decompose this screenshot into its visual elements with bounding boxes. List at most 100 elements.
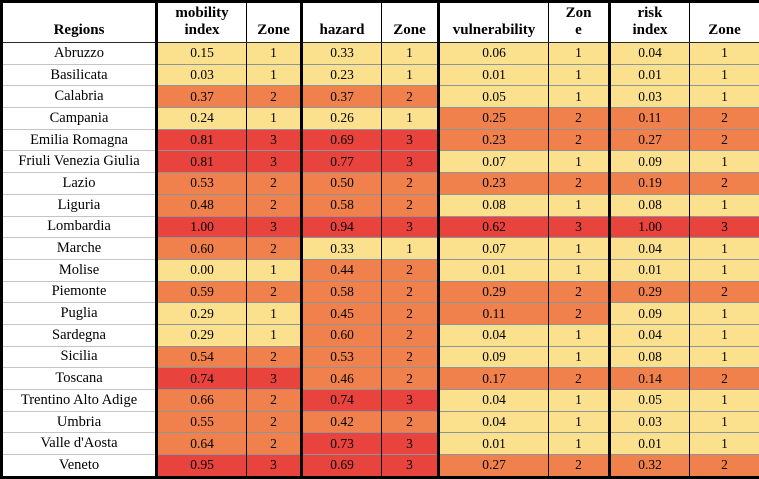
mobility-zone-value: 3	[247, 216, 302, 238]
hazard-value: 0.73	[302, 433, 382, 455]
vulnerability-value: 0.62	[439, 216, 549, 238]
vulnerability-value: 0.09	[439, 346, 549, 368]
risk-zone-value: 3	[690, 216, 759, 238]
column-header-zone-hazard: Zone	[382, 2, 439, 43]
risk-index-value: 0.29	[610, 281, 690, 303]
region-name: Sicilia	[2, 346, 157, 368]
risk-index-value: 0.04	[610, 43, 690, 65]
mobility-zone-value: 1	[247, 259, 302, 281]
vulnerability-value: 0.25	[439, 108, 549, 130]
column-header-regions: Regions	[2, 2, 157, 43]
region-name: Lombardia	[2, 216, 157, 238]
mobility-index-value: 0.29	[157, 324, 247, 346]
region-name: Marche	[2, 238, 157, 260]
hazard-value: 0.58	[302, 281, 382, 303]
mobility-index-value: 0.95	[157, 455, 247, 478]
vulnerability-zone-value: 1	[549, 43, 610, 65]
column-header-zone-mobility: Zone	[247, 2, 302, 43]
vulnerability-value: 0.07	[439, 238, 549, 260]
risk-zone-value: 1	[690, 194, 759, 216]
hazard-zone-value: 3	[382, 129, 439, 151]
hazard-zone-value: 2	[382, 346, 439, 368]
hazard-zone-value: 3	[382, 216, 439, 238]
hazard-value: 0.77	[302, 151, 382, 173]
vulnerability-zone-value: 1	[549, 64, 610, 86]
vulnerability-zone-value: 1	[549, 194, 610, 216]
hazard-zone-value: 3	[382, 433, 439, 455]
risk-zone-value: 1	[690, 303, 759, 325]
mobility-zone-value: 1	[247, 43, 302, 65]
vulnerability-value: 0.06	[439, 43, 549, 65]
mobility-zone-value: 2	[247, 390, 302, 412]
risk-zone-value: 1	[690, 43, 759, 65]
hazard-zone-value: 1	[382, 64, 439, 86]
hazard-value: 0.42	[302, 411, 382, 433]
risk-zone-value: 1	[690, 151, 759, 173]
mobility-index-value: 0.03	[157, 64, 247, 86]
risk-index-value: 0.14	[610, 368, 690, 390]
risk-index-value: 0.01	[610, 433, 690, 455]
mobility-index-value: 0.81	[157, 151, 247, 173]
vulnerability-zone-value: 1	[549, 390, 610, 412]
hazard-value: 0.33	[302, 43, 382, 65]
hazard-value: 0.74	[302, 390, 382, 412]
region-name: Toscana	[2, 368, 157, 390]
column-header-vulnerability: vulnerability	[439, 2, 549, 43]
risk-index-value: 0.08	[610, 194, 690, 216]
hazard-zone-value: 1	[382, 238, 439, 260]
hazard-value: 0.44	[302, 259, 382, 281]
mobility-zone-value: 1	[247, 64, 302, 86]
vulnerability-zone-value: 1	[549, 346, 610, 368]
vulnerability-zone-value: 1	[549, 238, 610, 260]
column-header-zone-risk: Zone	[690, 2, 759, 43]
vulnerability-zone-value: 2	[549, 368, 610, 390]
region-name: Lazio	[2, 173, 157, 195]
column-header-zone-vulnerability: Zon e	[549, 2, 610, 43]
mobility-index-value: 0.55	[157, 411, 247, 433]
mobility-index-value: 0.60	[157, 238, 247, 260]
vulnerability-zone-value: 3	[549, 216, 610, 238]
region-name: Molise	[2, 259, 157, 281]
mobility-zone-value: 3	[247, 129, 302, 151]
hazard-value: 0.94	[302, 216, 382, 238]
risk-zone-value: 1	[690, 259, 759, 281]
risk-index-value: 0.03	[610, 411, 690, 433]
risk-zone-value: 2	[690, 173, 759, 195]
risk-zone-value: 1	[690, 411, 759, 433]
region-name: Umbria	[2, 411, 157, 433]
mobility-zone-value: 2	[247, 433, 302, 455]
risk-index-value: 0.05	[610, 390, 690, 412]
risk-index-value: 0.09	[610, 151, 690, 173]
vulnerability-value: 0.01	[439, 433, 549, 455]
vulnerability-zone-value: 2	[549, 281, 610, 303]
mobility-index-value: 0.00	[157, 259, 247, 281]
risk-index-value: 0.09	[610, 303, 690, 325]
mobility-index-value: 0.37	[157, 86, 247, 108]
mobility-index-value: 0.29	[157, 303, 247, 325]
hazard-zone-value: 1	[382, 43, 439, 65]
header-row: Regions mobility index Zone hazard Zone …	[2, 2, 759, 43]
vulnerability-value: 0.01	[439, 259, 549, 281]
risk-zone-value: 2	[690, 455, 759, 478]
vulnerability-zone-value: 1	[549, 433, 610, 455]
risk-zone-value: 2	[690, 129, 759, 151]
hazard-zone-value: 3	[382, 390, 439, 412]
risk-index-value: 0.04	[610, 238, 690, 260]
hazard-zone-value: 3	[382, 455, 439, 478]
vulnerability-zone-value: 2	[549, 173, 610, 195]
mobility-zone-value: 1	[247, 108, 302, 130]
region-name: Basilicata	[2, 64, 157, 86]
